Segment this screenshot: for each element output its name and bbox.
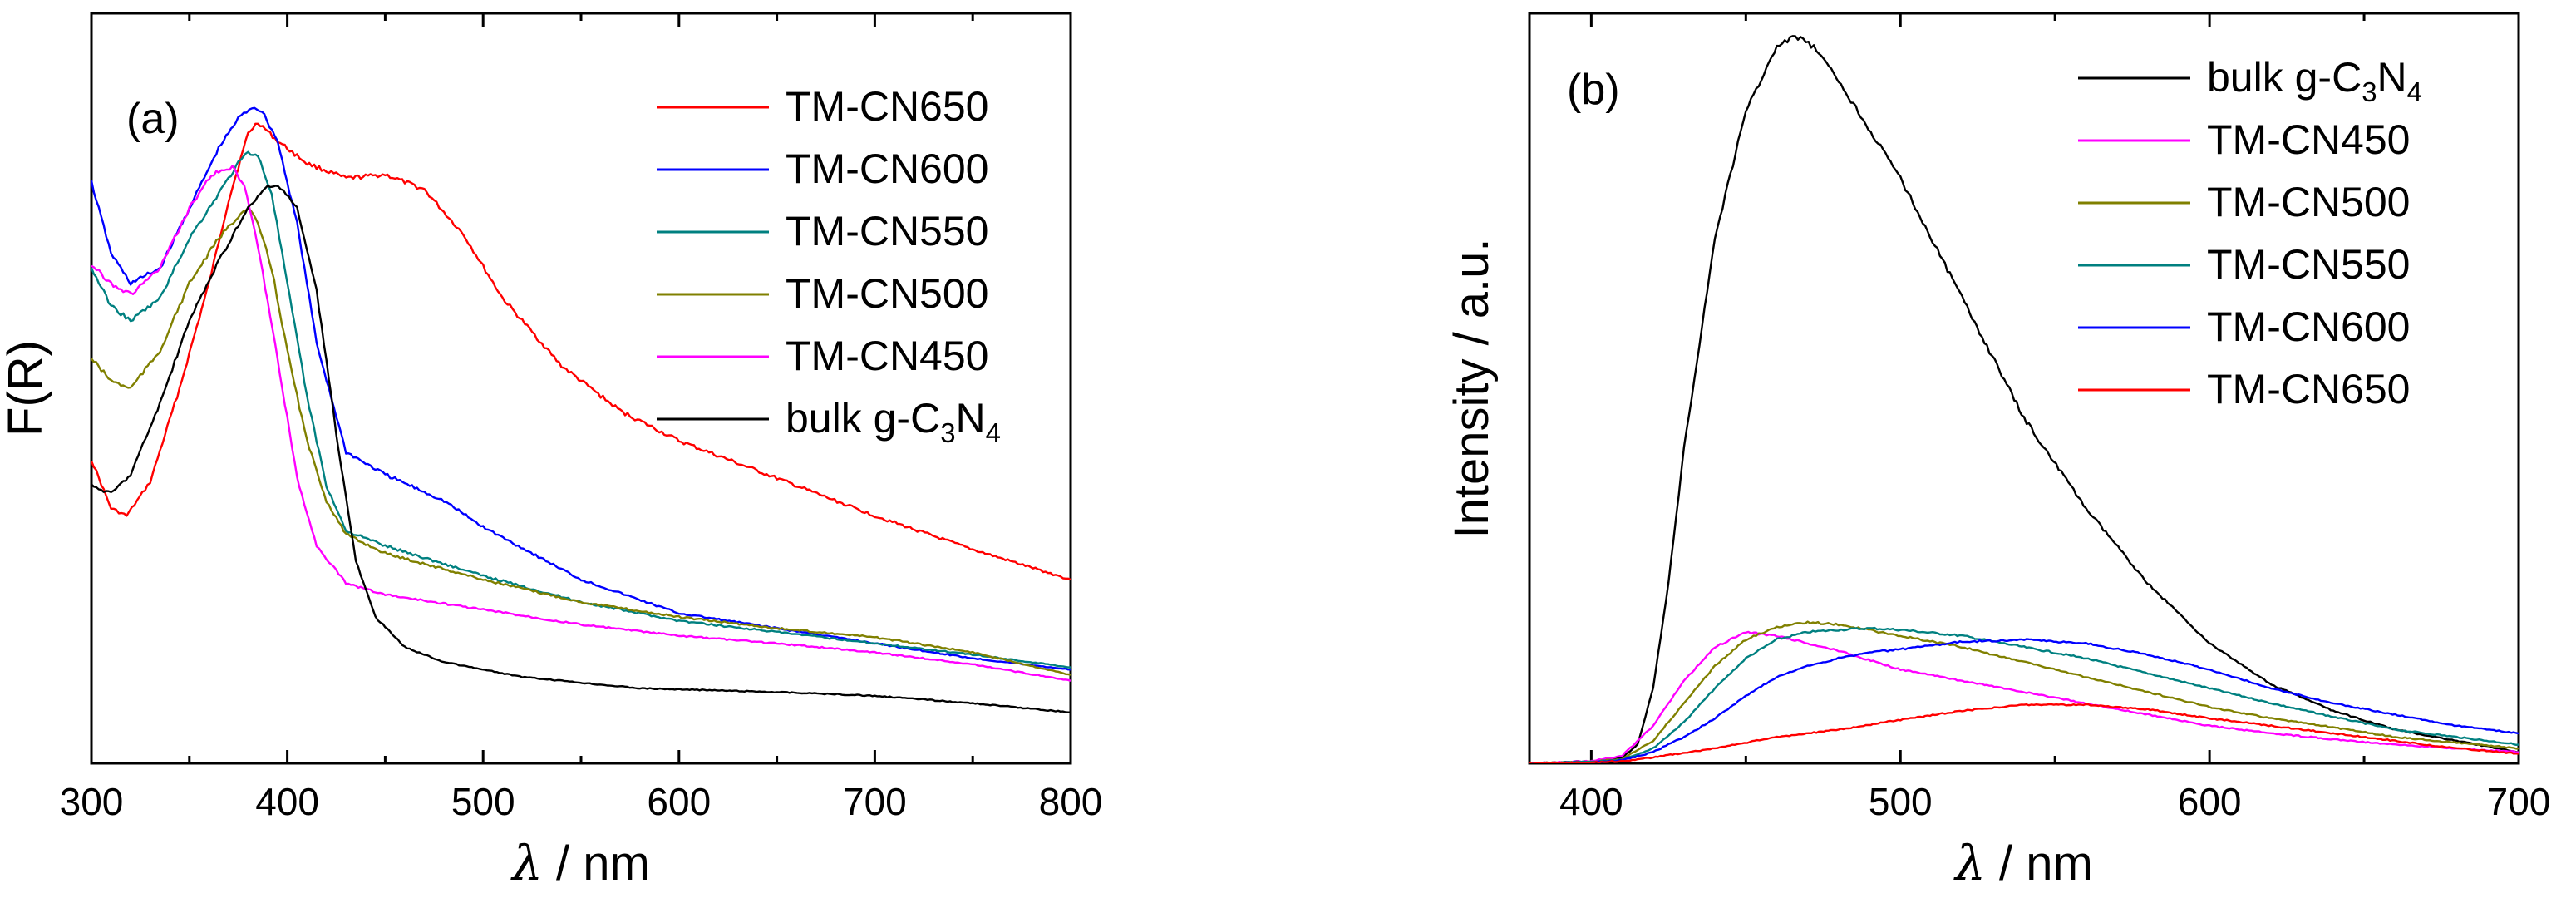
x-tick-label: 300 xyxy=(60,780,124,823)
legend-label: TM-CN650 xyxy=(2207,366,2410,412)
legend-label: TM-CN450 xyxy=(2207,116,2410,163)
series-line xyxy=(91,122,1071,581)
series-line xyxy=(1529,630,2519,763)
series-line xyxy=(91,185,1071,713)
panel-label: (a) xyxy=(126,95,180,143)
x-tick-label: 800 xyxy=(1039,780,1103,823)
x-axis-title: λ / nm xyxy=(510,835,650,891)
series-line xyxy=(1529,703,2519,763)
legend-label: bulk g-C3N4 xyxy=(786,395,1001,448)
x-axis-title: λ / nm xyxy=(1953,835,2093,891)
y-axis-title: F(R) xyxy=(0,340,52,437)
series-line xyxy=(91,206,1071,676)
x-tick-label: 700 xyxy=(2487,780,2551,823)
x-tick-label: 700 xyxy=(843,780,907,823)
x-tick-label: 500 xyxy=(451,780,515,823)
x-tick-label: 500 xyxy=(1869,780,1933,823)
panel-label: (b) xyxy=(1567,66,1620,114)
legend-label: TM-CN650 xyxy=(786,83,988,130)
series-line xyxy=(1529,626,2519,763)
chart-panel-a: 300 400 500 600 700 800 λ / nm F(R) (a) TM-CN650 T… xyxy=(0,12,1103,891)
series-line xyxy=(1529,638,2519,763)
legend-label: TM-CN500 xyxy=(2207,179,2410,225)
x-tick-label: 600 xyxy=(647,780,711,823)
series-line xyxy=(91,165,1071,682)
legend-label: TM-CN450 xyxy=(786,333,988,379)
legend-label: TM-CN600 xyxy=(786,146,988,192)
legend-label: bulk g-C3N4 xyxy=(2207,54,2422,107)
legend-label: TM-CN550 xyxy=(786,208,988,254)
legend-label: TM-CN600 xyxy=(2207,303,2410,350)
legend-label: TM-CN500 xyxy=(786,270,988,317)
plot-frame xyxy=(1528,12,2520,765)
series-line xyxy=(1529,35,2519,763)
x-tick-label: 400 xyxy=(255,780,319,823)
series-line xyxy=(1529,620,2519,763)
x-tick-label: 400 xyxy=(1559,780,1623,823)
chart-panel-b: 400 500 600 700 λ / nm Intensity / a.u. (b) bul… xyxy=(1445,12,2551,891)
y-axis-title: Intensity / a.u. xyxy=(1445,238,1499,538)
legend-label: TM-CN550 xyxy=(2207,241,2410,288)
series-line xyxy=(91,106,1071,671)
x-tick-label: 600 xyxy=(2178,780,2242,823)
